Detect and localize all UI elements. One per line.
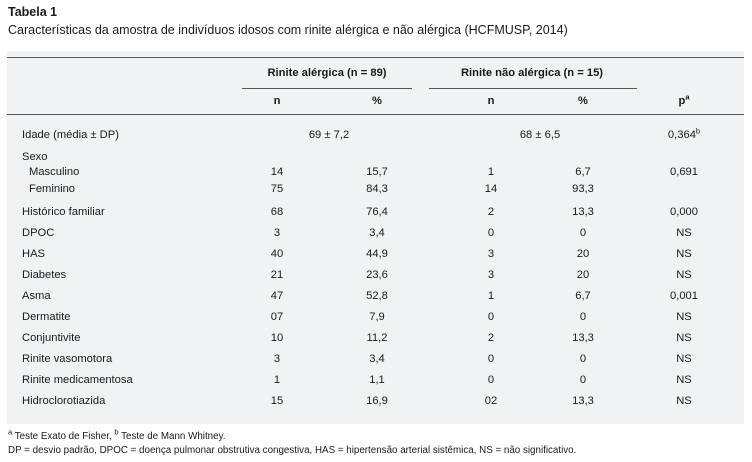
cell-n-nonallergic: 2 [487, 332, 495, 344]
cell-n-nonallergic: 1 [487, 290, 495, 302]
cell-pct-allergic: 16,9 [366, 395, 388, 407]
table-panel: Rinite alérgica (n = 89) Rinite não alér… [7, 51, 744, 424]
cell-pct-nonallergic: 93,3 [572, 183, 594, 195]
cell-p-value: NS [676, 395, 692, 407]
row-label: Conjuntivite [22, 332, 81, 344]
cell-n-nonallergic: 0 [487, 353, 495, 365]
cell-pct-allergic: 15,7 [366, 166, 388, 178]
cell-p-value: NS [676, 353, 692, 365]
row-label: Dermatite [22, 311, 71, 323]
cell-n-nonallergic: 0 [487, 374, 495, 386]
row-label: Masculino [29, 166, 80, 178]
footnote-abbreviations: DP = desvio padrão, DPOC = doença pulmon… [8, 445, 577, 456]
header-pct-nonallergic: % [578, 95, 588, 107]
cell-pct-nonallergic: 20 [576, 248, 590, 260]
cell-n-allergic: 21 [270, 269, 284, 281]
row-label-sex: Sexo [22, 151, 48, 163]
cell-n-nonallergic: 0 [487, 227, 495, 239]
cell-n-allergic: 68 [270, 206, 284, 218]
cell-n-allergic: 10 [270, 332, 284, 344]
cell-n-allergic: 3 [273, 227, 281, 239]
row-label: Hidroclorotiazida [22, 395, 106, 407]
cell-pct-allergic: 52,8 [366, 290, 388, 302]
cell-pct-allergic: 84,3 [366, 183, 388, 195]
group2-underline [429, 88, 637, 89]
cell-n-nonallergic: 1 [487, 166, 495, 178]
footnote-tests: a Teste Exato de Fisher, b Teste de Mann… [8, 427, 226, 442]
cell-n-nonallergic: 3 [487, 248, 495, 260]
cell-p-value: NS [676, 374, 692, 386]
cell-n-allergic: 07 [270, 311, 284, 323]
cell-pct-allergic: 76,4 [366, 206, 388, 218]
cell-pct-nonallergic: 0 [579, 374, 587, 386]
row-label: Histórico familiar [22, 206, 105, 218]
header-n-allergic: n [273, 95, 281, 107]
cell-n-allergic: 3 [273, 353, 281, 365]
cell-pct-nonallergic: 6,7 [575, 166, 591, 178]
cell-p-value: 0,001 [670, 290, 698, 302]
header-pct-allergic: % [372, 95, 382, 107]
cell-p-value: NS [676, 332, 692, 344]
header-p-superscript: a [685, 92, 690, 102]
age-p-superscript: b [695, 126, 701, 136]
header-bottom-rule [7, 114, 744, 115]
header-group-nonallergic: Rinite não alérgica (n = 15) [460, 67, 604, 79]
cell-pct-nonallergic: 6,7 [575, 290, 591, 302]
top-rule [7, 57, 744, 58]
cell-p-value: NS [676, 311, 692, 323]
cell-p-value: 0,000 [670, 206, 698, 218]
cell-n-nonallergic: 0 [487, 311, 495, 323]
cell-pct-allergic: 7,9 [369, 311, 385, 323]
cell-n-allergic: 40 [270, 248, 284, 260]
age-nonallergic-value: 68 ± 6,5 [519, 129, 561, 141]
cell-pct-allergic: 3,4 [369, 353, 385, 365]
cell-p-value: NS [676, 248, 692, 260]
cell-n-allergic: 1 [273, 374, 281, 386]
cell-n-nonallergic: 14 [484, 183, 498, 195]
cell-n-allergic: 47 [270, 290, 284, 302]
cell-n-allergic: 14 [270, 166, 284, 178]
cell-n-nonallergic: 2 [487, 206, 495, 218]
cell-n-nonallergic: 3 [487, 269, 495, 281]
cell-n-allergic: 15 [270, 395, 284, 407]
cell-n-nonallergic: 02 [484, 395, 498, 407]
row-label-age: Idade (média ± DP) [22, 129, 119, 141]
cell-pct-allergic: 44,9 [366, 248, 388, 260]
row-label: Diabetes [22, 269, 67, 281]
row-label: Rinite vasomotora [22, 353, 113, 365]
table-caption-title: Características da amostra de indivíduos… [8, 23, 568, 37]
cell-pct-nonallergic: 0 [579, 353, 587, 365]
header-p-value: pa [678, 92, 690, 107]
header-group-allergic: Rinite alérgica (n = 89) [267, 67, 387, 79]
cell-n-allergic: 75 [270, 183, 284, 195]
cell-p-value: NS [676, 269, 692, 281]
cell-pct-allergic: 1,1 [369, 374, 385, 386]
age-p-value: 0,364b [667, 126, 701, 141]
row-label: Feminino [29, 183, 76, 195]
row-label: HAS [22, 248, 46, 260]
cell-p-value: 0,691 [670, 166, 698, 178]
header-n-nonallergic: n [487, 95, 495, 107]
cell-pct-allergic: 23,6 [366, 269, 388, 281]
cell-pct-nonallergic: 13,3 [572, 206, 594, 218]
group1-underline [242, 88, 412, 89]
row-label: Asma [22, 290, 51, 302]
cell-pct-allergic: 11,2 [366, 332, 388, 344]
cell-pct-nonallergic: 20 [576, 269, 590, 281]
cell-pct-nonallergic: 0 [579, 311, 587, 323]
cell-pct-nonallergic: 0 [579, 227, 587, 239]
cell-pct-allergic: 3,4 [369, 227, 385, 239]
row-label: Rinite medicamentosa [22, 374, 133, 386]
cell-p-value: NS [676, 227, 692, 239]
cell-pct-nonallergic: 13,3 [572, 332, 594, 344]
age-allergic-value: 69 ± 7,2 [308, 129, 350, 141]
cell-pct-nonallergic: 13,3 [572, 395, 594, 407]
row-label: DPOC [22, 227, 55, 239]
table-caption-label: Tabela 1 [8, 5, 58, 19]
